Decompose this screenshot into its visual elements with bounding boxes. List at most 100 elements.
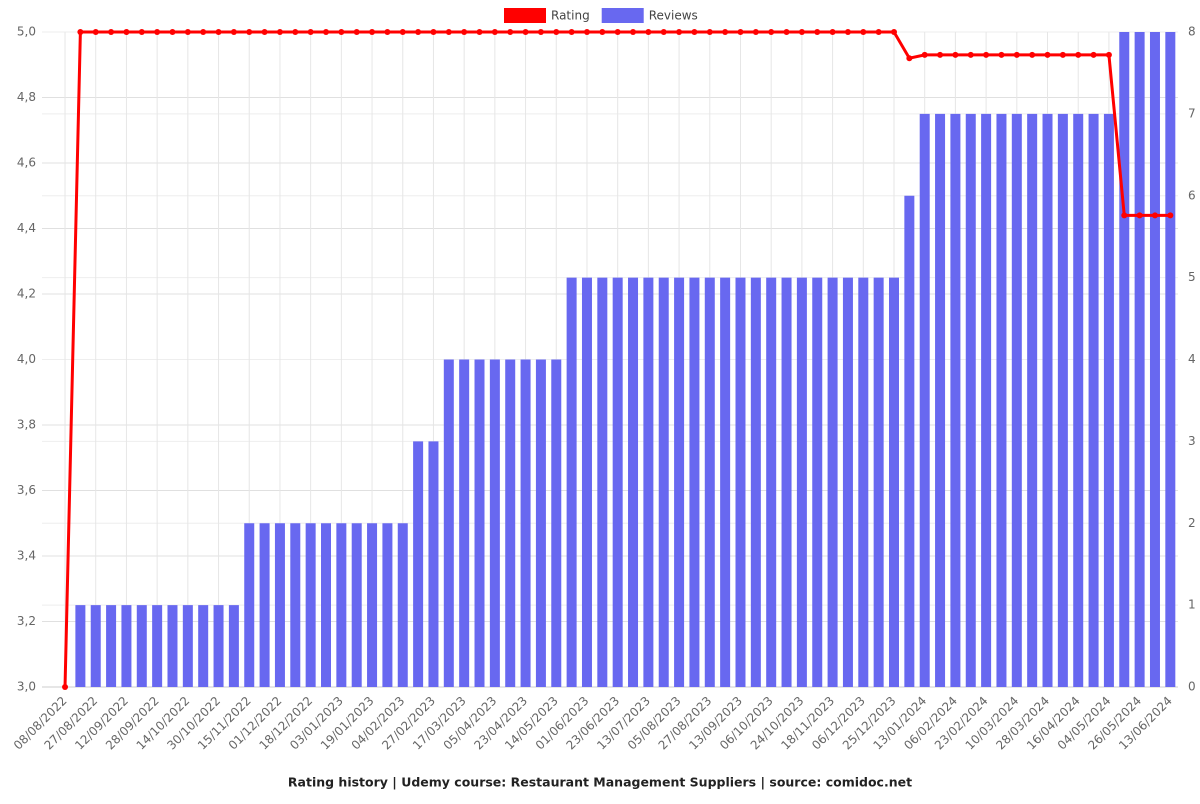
bar	[566, 277, 577, 687]
bar	[950, 113, 961, 687]
y-tick-label: 4,2	[17, 287, 36, 301]
rating-point	[937, 51, 944, 58]
rating-point	[1105, 51, 1112, 58]
y-tick-label: 3,0	[17, 680, 36, 694]
bar	[1011, 113, 1022, 687]
y2-tick-label: 8	[1188, 25, 1196, 39]
rating-point	[338, 29, 345, 35]
rating-point	[768, 29, 775, 35]
y-tick-label: 5,0	[17, 25, 36, 39]
y2-tick-label: 2	[1188, 516, 1196, 530]
bar	[1103, 113, 1114, 687]
bar	[1027, 113, 1038, 687]
bar	[674, 277, 685, 687]
rating-point	[1121, 212, 1128, 219]
bar	[1057, 113, 1068, 687]
rating-point	[292, 29, 299, 35]
bar	[198, 605, 209, 687]
bar	[274, 523, 285, 687]
rating-point	[415, 29, 422, 35]
rating-point	[722, 29, 729, 35]
bar	[735, 277, 746, 687]
bar	[90, 605, 101, 687]
bar	[321, 523, 331, 687]
rating-point	[108, 29, 115, 35]
legend-label: Reviews	[649, 9, 698, 23]
y-tick-label: 3,8	[17, 418, 36, 432]
y-tick-label: 4,8	[17, 90, 36, 104]
bar	[658, 277, 669, 687]
y2-tick-label: 7	[1188, 106, 1196, 120]
y-tick-label: 3,4	[17, 549, 36, 563]
bar	[351, 523, 362, 687]
bar	[781, 277, 792, 687]
rating-point	[169, 29, 176, 35]
bar	[1088, 113, 1099, 687]
rating-point	[1075, 51, 1082, 58]
bar	[182, 605, 193, 687]
rating-point	[276, 29, 283, 35]
rating-point	[461, 29, 468, 35]
grid	[42, 31, 1178, 688]
rating-point	[399, 29, 406, 35]
rating-point	[1013, 51, 1020, 58]
bar	[858, 277, 869, 687]
bar	[367, 523, 378, 687]
rating-point	[215, 29, 222, 35]
rating-point	[537, 29, 544, 35]
bar	[628, 277, 639, 687]
rating-point	[814, 29, 821, 35]
rating-point	[660, 29, 667, 35]
rating-point	[860, 29, 867, 35]
bar	[720, 277, 731, 687]
bar	[935, 113, 946, 687]
rating-point	[384, 29, 391, 35]
rating-point	[1044, 51, 1051, 58]
y-tick-label: 4,0	[17, 352, 36, 366]
rating-point	[783, 29, 790, 35]
rating-point	[568, 29, 575, 35]
rating-point	[737, 29, 744, 35]
bar	[106, 605, 117, 687]
bar	[213, 605, 224, 687]
bar	[1073, 113, 1084, 687]
rating-point	[1136, 212, 1143, 219]
bar	[766, 277, 777, 687]
rating-point	[614, 29, 621, 35]
rating-point	[369, 29, 376, 35]
rating-point	[998, 51, 1005, 58]
rating-point	[261, 29, 268, 35]
bar	[643, 277, 654, 687]
bar	[597, 277, 608, 687]
rating-point	[798, 29, 805, 35]
rating-point	[1029, 51, 1036, 58]
rating-point	[676, 29, 683, 35]
bar	[152, 605, 163, 687]
rating-point	[844, 29, 851, 35]
legend-swatch	[504, 8, 546, 23]
rating-point	[1151, 212, 1158, 219]
rating-point	[230, 29, 237, 35]
bar	[689, 277, 700, 687]
bar	[873, 277, 884, 687]
rating-point	[323, 29, 329, 35]
bar	[413, 441, 424, 687]
bar	[812, 277, 823, 687]
bar	[75, 605, 86, 687]
rating-point	[445, 29, 452, 35]
bar	[505, 359, 516, 687]
bar	[474, 359, 485, 687]
rating-point	[353, 29, 360, 35]
rating-point	[200, 29, 207, 35]
rating-point	[154, 29, 161, 35]
legend-swatch	[601, 8, 644, 23]
bar	[228, 605, 239, 687]
rating-point	[123, 29, 130, 35]
bar	[750, 277, 761, 687]
bar	[259, 523, 270, 687]
bar	[1149, 32, 1160, 687]
bar	[842, 277, 853, 687]
rating-point	[1059, 51, 1066, 58]
chart-title: Rating history | Udemy course: Restauran…	[288, 775, 912, 790]
rating-point	[983, 51, 990, 58]
